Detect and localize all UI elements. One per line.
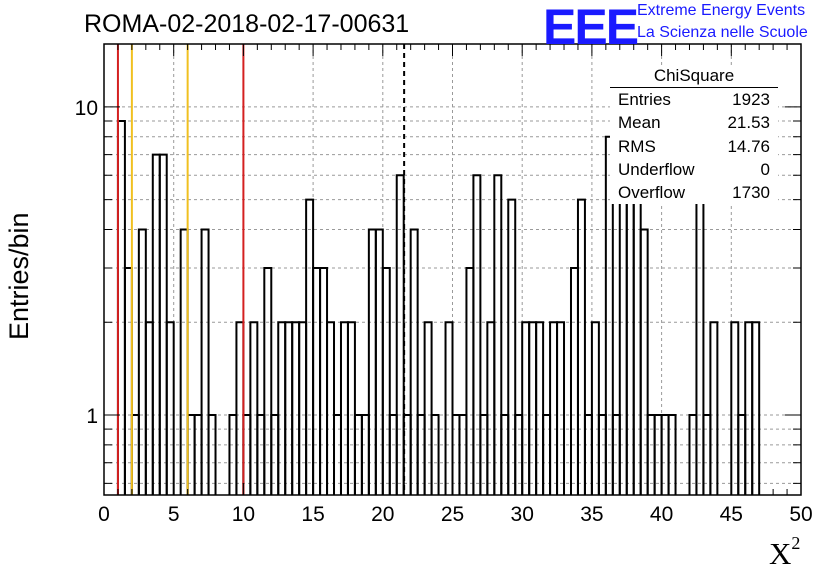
histogram-bar	[123, 266, 133, 495]
histogram-bar	[305, 198, 315, 495]
stats-label: Underflow	[618, 159, 695, 179]
x-tick-label: 10	[232, 503, 255, 526]
histogram-bar	[604, 135, 614, 495]
stats-value: 1730	[732, 183, 770, 203]
histogram-bar	[165, 321, 175, 495]
histogram-bar	[284, 321, 294, 495]
histogram-bar	[144, 321, 154, 495]
histogram-bar	[137, 228, 147, 495]
histogram-bar	[179, 228, 189, 495]
histogram-bar	[151, 153, 161, 495]
histogram-bar	[528, 321, 538, 495]
x-tick-label: 20	[371, 503, 394, 526]
stats-row-rms: RMS 14.76	[610, 135, 778, 158]
histogram-bar	[625, 174, 635, 495]
x-tick-label: 50	[789, 503, 812, 526]
histogram-bar	[549, 321, 559, 495]
histogram-bar	[507, 198, 517, 495]
histogram-bar	[277, 321, 287, 495]
histogram-bar	[465, 266, 475, 495]
histogram-bar	[730, 321, 740, 495]
x-tick-label: 45	[720, 503, 743, 526]
histogram-bar	[395, 174, 405, 495]
axes: 0 5 10 15 20 25 30 35 40 45 50 1 10	[75, 43, 813, 526]
histogram-bar	[590, 321, 600, 495]
histogram-bar	[535, 321, 545, 495]
histogram-bar	[618, 174, 628, 495]
histogram-bar	[409, 228, 419, 495]
histogram-bar	[207, 414, 217, 495]
x-tick-label: 25	[441, 503, 464, 526]
stats-box: ChiSquare Entries 1923 Mean 21.53 RMS 14…	[610, 66, 778, 205]
stats-row-mean: Mean 21.53	[610, 111, 778, 134]
x-tick-label: 5	[168, 503, 180, 526]
stats-value: 0	[760, 159, 770, 179]
logo-line-1: Extreme Energy Events	[637, 2, 806, 19]
histogram-bar	[493, 174, 503, 495]
histogram-bar	[639, 228, 649, 495]
histogram-bar	[374, 228, 384, 495]
stats-label: Entries	[618, 90, 671, 109]
histogram-bar	[263, 266, 273, 495]
x-tick-label: 15	[301, 503, 324, 526]
stats-box-title: ChiSquare	[610, 66, 778, 88]
histogram-bar	[521, 321, 531, 495]
histogram-bar	[556, 321, 566, 495]
stats-row-underflow: Underflow 0	[610, 158, 778, 181]
marker-lines	[116, 44, 406, 495]
eee-logo-mark: EEE	[543, 0, 639, 55]
x-tick-label: 30	[511, 503, 534, 526]
x-axis-label: X2	[769, 532, 801, 571]
histogram-bar	[576, 198, 586, 495]
y-tick-label: 10	[75, 97, 98, 120]
x-tick-label: 35	[580, 503, 603, 526]
stats-value: 21.53	[727, 113, 770, 133]
x-tick-label: 40	[650, 503, 673, 526]
histogram-bar	[444, 321, 454, 495]
histogram-bar	[346, 321, 356, 495]
y-tick-label: 1	[86, 405, 98, 428]
stats-row-entries: Entries 1923	[610, 88, 778, 111]
histogram-bar	[158, 153, 168, 495]
histogram-bar	[235, 321, 245, 495]
stats-label: Overflow	[618, 183, 686, 203]
histogram-bar	[472, 174, 482, 495]
stats-label: RMS	[618, 136, 656, 156]
histogram-bar	[430, 414, 440, 495]
logo-line-2: La Scienza nelle Scuole	[637, 24, 808, 41]
histogram-bar	[695, 174, 705, 495]
histogram-bar	[381, 266, 391, 495]
histogram-bar	[744, 321, 754, 495]
histogram-bar	[312, 266, 322, 495]
histogram-bar	[116, 119, 126, 495]
histogram-bar	[632, 198, 642, 495]
histogram-bar	[667, 414, 677, 495]
histogram-bar	[249, 321, 259, 495]
stats-value: 1923	[732, 90, 770, 109]
stats-row-overflow: Overflow 1730	[610, 181, 778, 204]
histogram-bar	[486, 321, 496, 495]
histogram-bar	[367, 228, 377, 495]
stats-label: Mean	[618, 113, 661, 133]
histogram-bar	[339, 321, 349, 495]
histogram-bar	[569, 266, 579, 495]
histogram-bar	[291, 321, 301, 495]
y-axis-label: Entries/bin	[4, 212, 34, 340]
stats-value: 14.76	[727, 136, 770, 156]
x-tick-label: 0	[98, 503, 110, 526]
chart-title: ROMA-02-2018-02-17-00631	[84, 10, 410, 38]
histogram-bar	[751, 321, 761, 495]
histogram-bar	[423, 321, 433, 495]
histogram-bar	[709, 321, 719, 495]
histogram-bar	[326, 321, 336, 495]
histogram-bar	[319, 266, 329, 495]
histogram-bar	[298, 321, 308, 495]
histogram-bar	[200, 228, 210, 495]
